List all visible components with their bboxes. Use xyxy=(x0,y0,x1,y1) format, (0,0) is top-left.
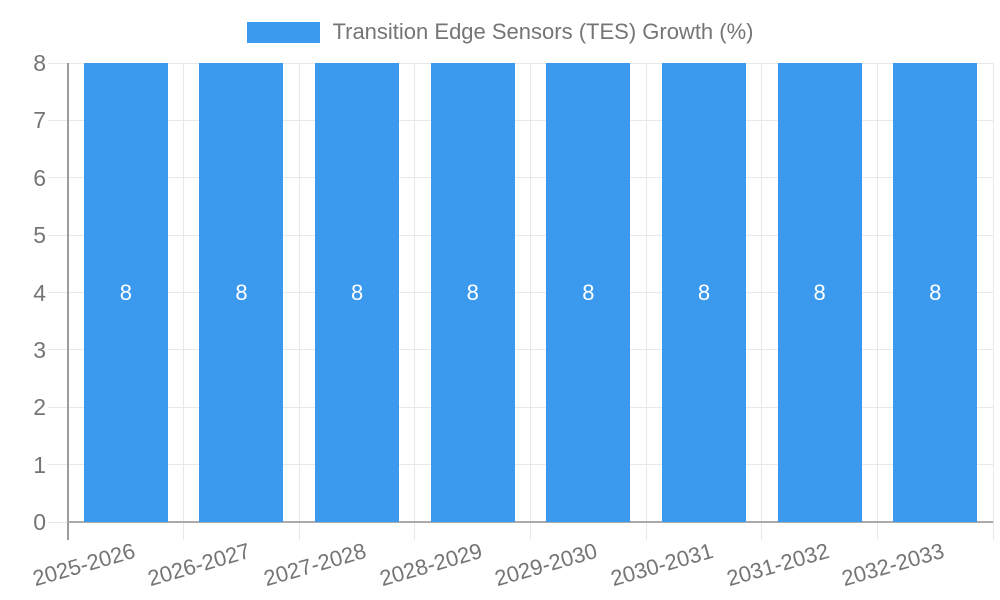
bar-value-label: 8 xyxy=(466,279,479,305)
bar[interactable]: 8 xyxy=(83,63,168,522)
x-axis-tick-label: 2026-2027 xyxy=(145,538,254,592)
y-gridline xyxy=(48,292,993,293)
y-axis-tick-label: 4 xyxy=(33,279,46,306)
bar-value-label: 8 xyxy=(582,279,595,305)
x-axis-tick-label: 2032-2033 xyxy=(839,538,948,592)
y-gridline xyxy=(48,406,993,408)
legend-label: Transition Edge Sensors (TES) Growth (%) xyxy=(332,19,754,44)
x-axis-tick-label: 2029-2030 xyxy=(492,538,601,592)
bar-value-label: 8 xyxy=(697,279,711,305)
bar[interactable]: 8 xyxy=(315,63,400,522)
bar[interactable]: 8 xyxy=(546,63,631,522)
y-gridline xyxy=(48,464,993,466)
x-gridline xyxy=(414,63,416,540)
bar[interactable]: 8 xyxy=(893,63,978,522)
bar[interactable]: 8 xyxy=(430,63,515,522)
y-gridline xyxy=(48,62,993,64)
y-gridline xyxy=(48,177,993,179)
x-gridline xyxy=(761,63,763,540)
bar-value-label: 8 xyxy=(929,279,942,305)
legend-swatch-icon xyxy=(246,21,320,43)
x-gridline xyxy=(530,63,531,540)
x-axis-tick-label: 2027-2028 xyxy=(260,538,369,592)
x-axis-tick-label: 2031-2032 xyxy=(723,538,832,592)
y-axis-tick-label: 2 xyxy=(33,394,46,421)
bar-value-label: 8 xyxy=(813,279,826,305)
y-axis-tick-label: 7 xyxy=(33,107,46,134)
y-axis-tick-label: 5 xyxy=(33,222,46,249)
x-gridline xyxy=(298,63,300,540)
bar-value-label: 8 xyxy=(119,279,132,305)
x-gridline xyxy=(183,63,185,540)
y-gridline xyxy=(48,119,993,121)
x-axis-line xyxy=(68,521,993,523)
x-axis-tick-label: 2025-2026 xyxy=(29,538,138,592)
y-axis-line xyxy=(67,63,69,540)
y-axis-tick-label: 1 xyxy=(33,451,46,478)
x-gridline xyxy=(876,63,878,540)
y-axis-tick-label: 6 xyxy=(33,164,46,191)
y-axis-tick-label: 8 xyxy=(33,50,46,76)
bar-value-label: 8 xyxy=(350,279,364,305)
x-gridline xyxy=(645,63,647,540)
y-axis-tick-label: 3 xyxy=(33,336,46,363)
legend[interactable]: Transition Edge Sensors (TES) Growth (%) xyxy=(0,20,1000,44)
bar[interactable]: 8 xyxy=(199,63,284,522)
x-axis-tick-label: 2030-2031 xyxy=(607,538,716,592)
bar-value-label: 8 xyxy=(235,279,248,305)
bar[interactable]: 8 xyxy=(777,63,862,522)
y-axis-tick-label: 0 xyxy=(33,509,46,535)
bar[interactable]: 8 xyxy=(661,63,746,522)
x-gridline xyxy=(992,63,994,540)
y-gridline xyxy=(48,234,993,236)
y-gridline xyxy=(48,349,993,351)
x-axis-tick-label: 2028-2029 xyxy=(376,538,485,592)
